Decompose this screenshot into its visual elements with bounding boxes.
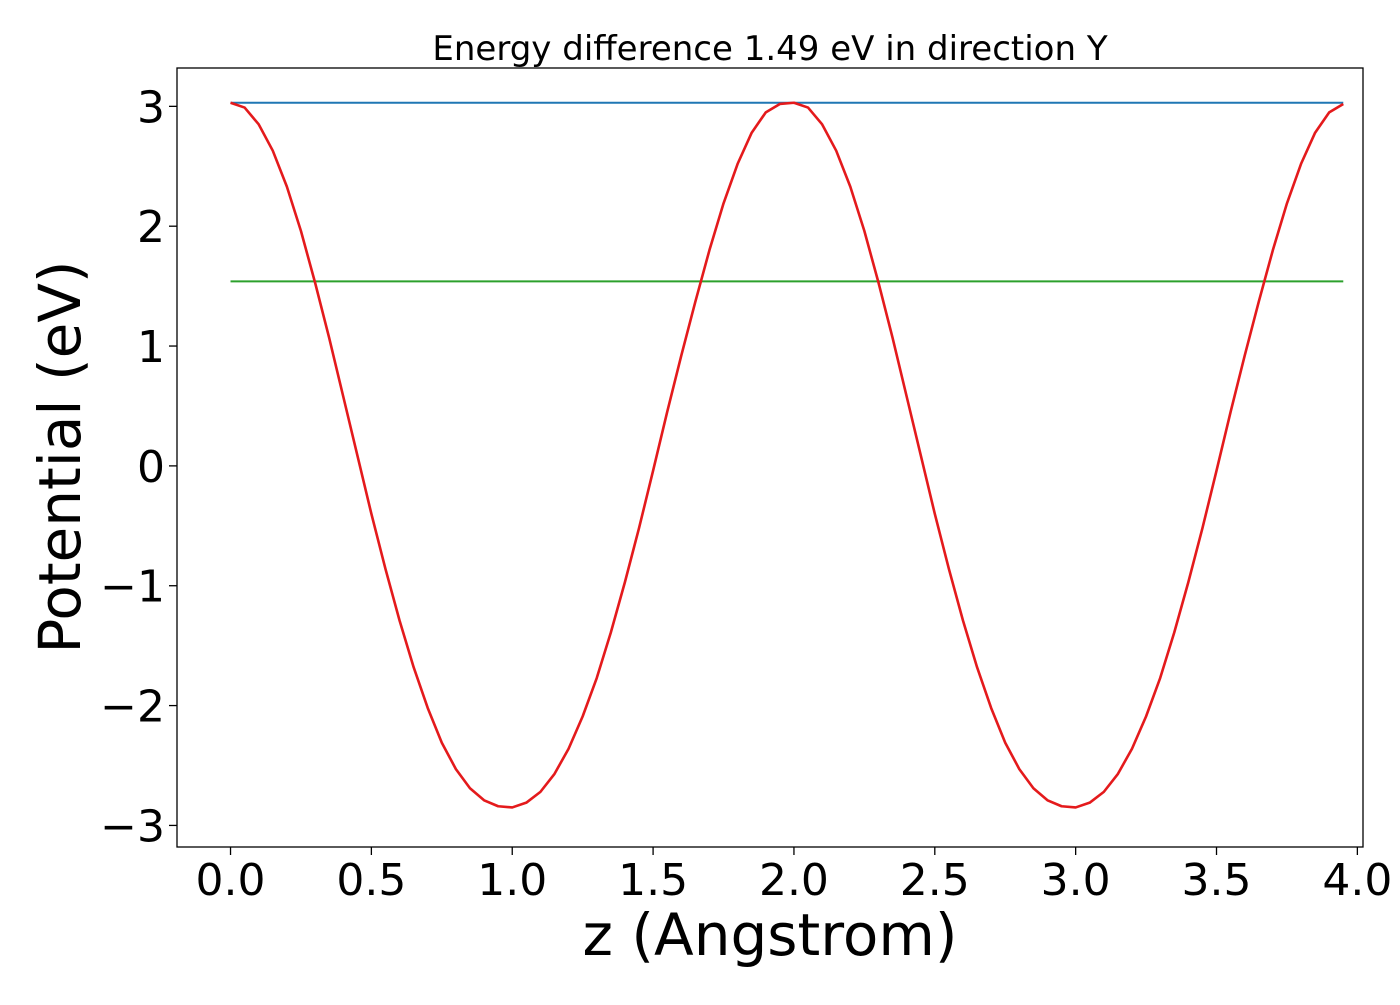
x-tick-label: 2.5	[900, 855, 970, 906]
x-tick-label: 1.5	[618, 855, 688, 906]
x-tick-label: 4.0	[1322, 855, 1392, 906]
x-tick-label: 1.0	[477, 855, 547, 906]
x-tick-label: 2.0	[759, 855, 829, 906]
y-tick-label: 0	[137, 442, 165, 493]
y-axis-label: Potential (eV)	[26, 260, 94, 653]
plot-area	[230, 101, 1344, 809]
chart-title: Energy difference 1.49 eV in direction Y	[432, 29, 1107, 69]
y-tick-label: −1	[100, 562, 165, 613]
x-tick-label: 3.5	[1182, 855, 1252, 906]
y-tick-label: 3	[137, 82, 165, 133]
series-line-3	[230, 101, 1344, 809]
y-tick-label: −2	[100, 682, 165, 733]
y-tick-label: 1	[137, 322, 165, 373]
x-tick-label: 0.5	[336, 855, 406, 906]
axis-ticks: 0.0 0.5 1.0 1.5 2.0 2.5 3.0 3.5 4.0 3 2 1 0 −1 −2 −3	[100, 82, 1392, 906]
x-axis-label: z (Angstrom)	[583, 901, 958, 969]
x-tick-label: 0.0	[196, 855, 266, 906]
x-tick-label: 3.0	[1041, 855, 1111, 906]
plot-frame	[176, 67, 1364, 848]
y-tick-label: 2	[137, 202, 165, 253]
y-tick-label: −3	[100, 801, 165, 852]
